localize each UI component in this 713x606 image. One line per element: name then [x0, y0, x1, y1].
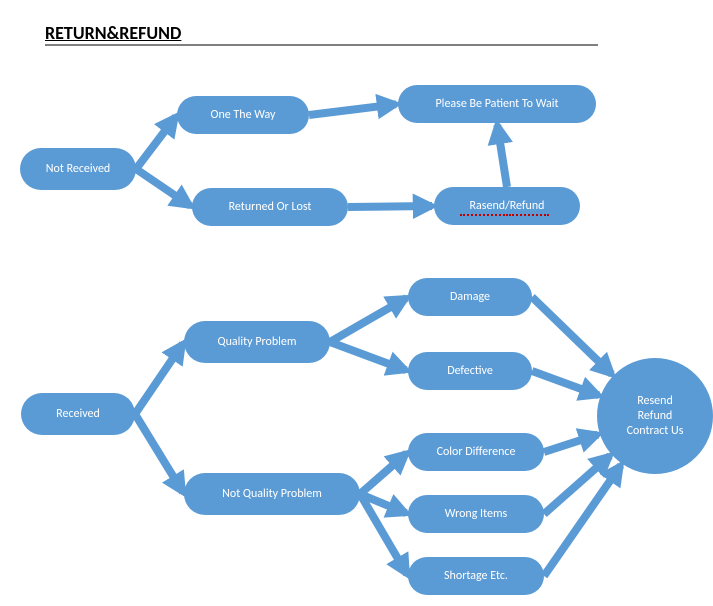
node-returned-or-lost: Returned Or Lost: [192, 188, 348, 226]
node-resend-circle: ResendRefundContract Us: [597, 358, 713, 474]
node-wrong-items: Wrong Items: [408, 495, 544, 533]
node-color-difference: Color Difference: [408, 433, 544, 471]
spellcheck-mark-2: [509, 214, 549, 216]
arrows-layer: [0, 0, 713, 606]
page-title: RETURN&REFUND: [45, 22, 181, 44]
node-shortage: Shortage Etc.: [408, 557, 544, 595]
node-damage: Damage: [408, 278, 532, 316]
node-rasend-refund: Rasend/Refund: [434, 187, 580, 225]
node-quality-problem: Quality Problem: [184, 321, 330, 363]
node-defective: Defective: [408, 352, 532, 390]
node-not-quality-problem: Not Quality Problem: [184, 473, 360, 515]
node-on-the-way: One The Way: [177, 96, 309, 134]
node-please-wait: Please Be Patient To Wait: [398, 85, 596, 123]
spellcheck-mark-1: [460, 214, 508, 216]
node-received: Received: [21, 393, 135, 435]
node-not-received: Not Received: [20, 148, 136, 190]
